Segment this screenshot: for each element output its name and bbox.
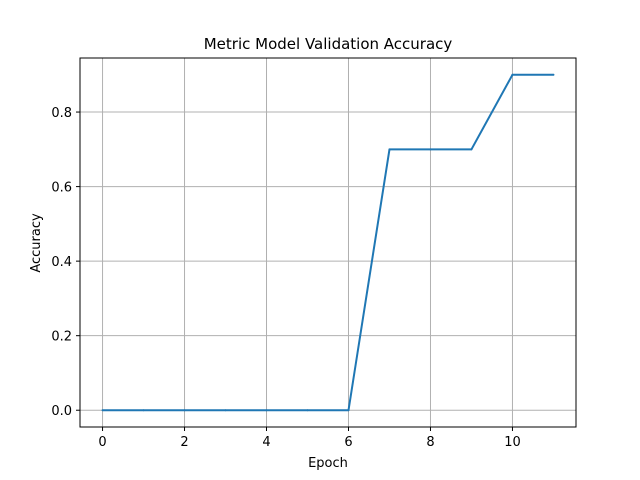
x-axis-label: Epoch [308, 456, 348, 471]
data-point [183, 409, 186, 412]
data-point [142, 409, 145, 412]
series-line [102, 73, 554, 412]
data-point [347, 409, 350, 412]
data-point [470, 148, 473, 151]
data-point [224, 409, 227, 412]
x-tick-label: 10 [504, 435, 521, 450]
x-tick-label: 8 [426, 435, 434, 450]
x-tick-label: 2 [180, 435, 188, 450]
y-tick-label: 0.8 [51, 106, 72, 121]
data-point [429, 148, 432, 151]
y-axis-label: Accuracy [29, 213, 44, 273]
data-point [101, 409, 104, 412]
data-point [511, 73, 514, 76]
grid-lines [80, 58, 576, 427]
data-point [552, 73, 555, 76]
x-tick-label: 4 [262, 435, 270, 450]
data-point [265, 409, 268, 412]
data-point [388, 148, 391, 151]
y-tick-label: 0.6 [51, 181, 72, 196]
x-tick-label: 0 [98, 435, 106, 450]
chart-title: Metric Model Validation Accuracy [204, 35, 453, 53]
data-point [306, 409, 309, 412]
x-tick-label: 6 [344, 435, 352, 450]
y-tick-label: 0.0 [51, 404, 72, 419]
y-tick-label: 0.4 [51, 255, 72, 270]
plot-frame [79, 57, 577, 428]
series-layer [101, 73, 555, 412]
y-tick-label: 0.2 [51, 330, 72, 345]
tick-layer: 0 2 4 6 8 10 0.0 0.2 0.4 0.6 0.8 [51, 106, 520, 450]
